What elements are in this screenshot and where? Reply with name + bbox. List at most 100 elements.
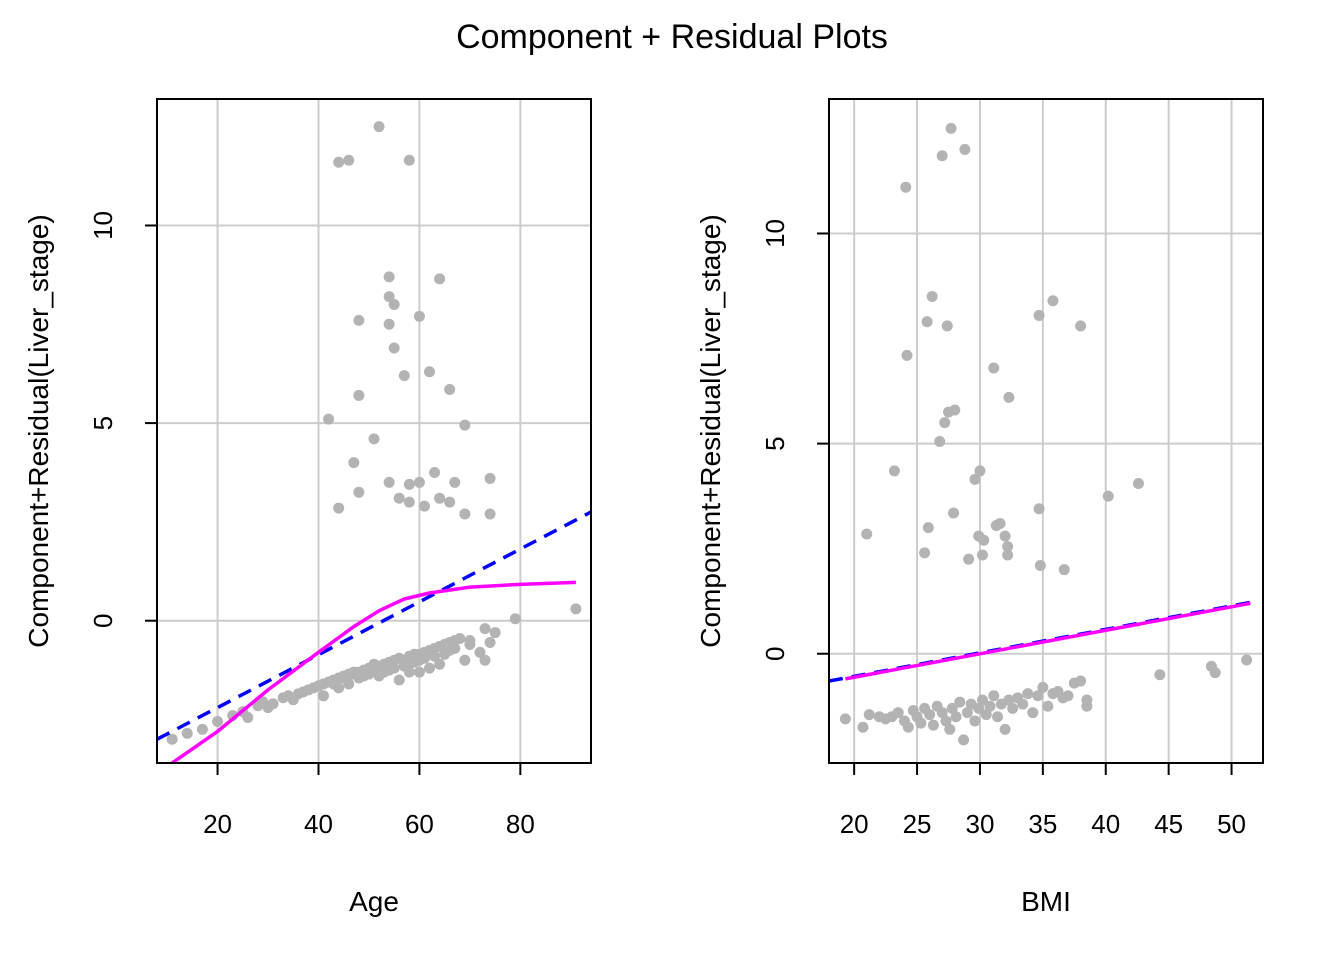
- age-point: [434, 273, 446, 285]
- bmi-point: [902, 721, 914, 733]
- age-point: [212, 716, 224, 727]
- bmi-point: [949, 404, 961, 416]
- age-point: [449, 476, 461, 488]
- age-point: [181, 727, 193, 739]
- age-point: [383, 291, 395, 303]
- bmi-point: [999, 723, 1011, 735]
- bmi-smooth-fit-line: [845, 601, 1251, 681]
- bmi-point: [999, 530, 1011, 542]
- bmi-point: [969, 473, 981, 485]
- bmi-point: [992, 711, 1004, 723]
- bmi-point: [888, 465, 900, 477]
- bmi-point: [863, 709, 875, 721]
- bmi-point: [974, 465, 986, 477]
- age-point: [388, 662, 400, 674]
- age-point: [429, 650, 441, 662]
- bmi-point: [927, 719, 939, 731]
- bmi-x-tick-label: 35: [1028, 809, 1057, 839]
- bmi-point: [926, 291, 938, 303]
- bmi-point: [922, 522, 934, 534]
- age-point: [570, 603, 582, 615]
- age-point: [383, 271, 395, 283]
- bmi-point: [839, 713, 851, 725]
- bmi-plot-frame: [828, 98, 1264, 764]
- age-point: [413, 476, 425, 488]
- bmi-point: [857, 721, 869, 733]
- bmi-point: [994, 517, 1006, 529]
- age-point: [459, 419, 471, 431]
- age-point: [333, 682, 345, 694]
- bmi-point: [1033, 309, 1045, 321]
- age-x-tick-label: 20: [203, 809, 232, 839]
- bmi-point: [1022, 688, 1034, 700]
- bmi-x-tick-label: 45: [1154, 809, 1183, 839]
- age-point: [403, 666, 415, 678]
- age-point: [348, 457, 360, 469]
- bmi-point: [958, 734, 970, 746]
- bmi-point: [946, 702, 958, 714]
- bmi-x-tick-label: 25: [903, 809, 932, 839]
- bmi-x-tick-label: 30: [965, 809, 994, 839]
- bmi-point: [1047, 295, 1059, 307]
- bmi-point: [969, 715, 981, 727]
- bmi-point: [1075, 320, 1087, 332]
- age-point: [393, 492, 405, 504]
- bmi-point: [1017, 698, 1029, 710]
- age-x-tick-label: 40: [304, 809, 333, 839]
- age-point: [388, 299, 400, 311]
- age-point: [454, 633, 466, 644]
- age-x-tick-label: 60: [405, 809, 434, 839]
- age-point: [444, 384, 456, 395]
- bmi-point: [1007, 702, 1019, 714]
- age-y-tick-label: 5: [88, 416, 118, 430]
- age-point: [343, 678, 355, 690]
- age-point: [403, 496, 415, 508]
- bmi-point: [973, 702, 985, 714]
- bmi-point: [934, 436, 946, 448]
- bmi-point: [1027, 707, 1039, 719]
- bmi-point: [1042, 700, 1054, 712]
- bmi-point: [961, 707, 973, 719]
- age-point: [418, 500, 430, 512]
- age-point: [489, 627, 501, 639]
- bmi-point: [978, 534, 990, 546]
- bmi-y-tick-label: 5: [760, 436, 790, 450]
- age-point: [398, 370, 410, 382]
- age-point: [509, 613, 521, 625]
- age-point: [434, 492, 446, 504]
- bmi-point: [1002, 541, 1014, 553]
- bmi-point: [1003, 694, 1015, 706]
- bmi-x-axis-label: BMI: [1021, 886, 1071, 917]
- bmi-point: [1132, 478, 1144, 490]
- age-point: [479, 623, 491, 635]
- bmi-point: [941, 320, 953, 332]
- age-point: [484, 472, 496, 484]
- age-point: [323, 413, 335, 425]
- bmi-point: [963, 553, 975, 565]
- bmi-point: [1081, 700, 1093, 712]
- age-linear-fit-line: [157, 510, 591, 741]
- age-point: [434, 658, 446, 670]
- bmi-point: [980, 709, 992, 721]
- age-point: [318, 690, 330, 702]
- bmi-point: [954, 696, 966, 708]
- age-y-axis-label: Component+Residual(Liver_stage): [23, 214, 54, 647]
- bmi-point: [1032, 690, 1044, 702]
- bmi-point: [919, 547, 931, 559]
- age-point: [484, 636, 496, 648]
- bmi-point: [984, 700, 996, 712]
- age-y-tick-label: 10: [88, 211, 118, 240]
- bmi-point: [948, 507, 960, 519]
- age-point: [464, 638, 476, 650]
- age-point: [166, 733, 178, 745]
- bmi-point: [936, 150, 948, 162]
- age-point: [474, 646, 486, 658]
- age-point: [484, 508, 496, 520]
- bmi-point: [1102, 490, 1114, 502]
- age-point: [368, 433, 380, 445]
- age-smooth-fit-line: [171, 580, 576, 763]
- bmi-point: [944, 723, 956, 735]
- bmi-point: [861, 528, 873, 540]
- bmi-point: [976, 694, 988, 706]
